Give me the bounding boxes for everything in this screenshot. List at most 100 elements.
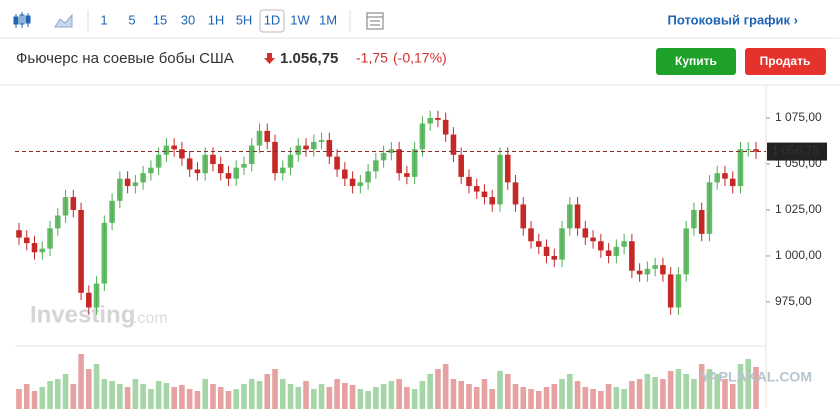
volume-bar [256,381,263,409]
volume-bar [722,379,728,409]
volume-bar [279,379,286,409]
candle-body [70,197,77,210]
candles-icon[interactable] [13,12,31,28]
volume-bar [264,374,271,409]
change: -1,75 [356,50,388,66]
candle-body [652,265,658,269]
candle-body [334,156,340,170]
candle-body [442,119,449,135]
volume-bar [543,387,550,409]
candle-body [241,163,247,168]
candle-body [722,173,728,179]
candle-body [629,241,635,271]
candle-body [427,117,433,124]
volume-bar [357,389,364,409]
area-icon[interactable] [54,13,73,28]
volume-bar [729,384,736,409]
candle-body [621,241,627,247]
y-tick-label: 1 075,00 [775,110,822,124]
candle-body [559,228,565,260]
change-pct: (-0,17%) [393,50,447,66]
volume-bar [528,389,534,409]
logo-suffix: .com [133,310,168,327]
volume-bar [590,389,596,409]
candle-body [279,167,286,174]
volume-bar [140,384,146,409]
interval-button[interactable]: 1D [264,12,281,27]
volume-bar [342,383,348,409]
candle-body [155,154,162,168]
interval-button[interactable]: 1M [319,12,337,27]
candle-body [93,283,100,308]
volume-bar [287,384,294,409]
candle-body [737,149,744,187]
volume-bar [194,391,201,409]
interval-button[interactable]: 15 [153,12,167,27]
candle-body [698,209,705,234]
volume-bar [419,381,426,409]
calendar-icon[interactable] [366,12,384,30]
volume-bar [466,384,472,409]
site-watermark: YAPLAKAL.COM [701,369,813,385]
volume-bar [233,389,240,409]
header: Фьючерс на соевые бобы США 1.056,75 -1,7… [0,48,839,86]
volume-bar [613,387,620,409]
interval-button[interactable]: 1 [100,12,107,27]
volume-bar [248,379,255,409]
sell-button[interactable] [745,48,826,75]
volume-bar [54,379,61,409]
interval-button[interactable]: 1W [290,12,310,27]
candle-body [613,246,620,256]
candle-body [497,154,503,205]
volume-bar [93,364,100,409]
volume-bar [535,391,542,409]
volume-bar [644,374,651,409]
volume-bar [473,387,480,409]
candle-body [171,145,177,150]
volume-bar [23,384,30,409]
volume-bar [272,369,278,409]
volume-bar [458,381,464,409]
interval-button[interactable]: 30 [181,12,195,27]
volume-bar [481,379,488,409]
candle-body [365,171,371,183]
interval-button[interactable]: 5 [128,12,135,27]
candle-body [528,228,534,242]
interval-button[interactable]: 1H [208,12,225,27]
candle-body [745,149,752,151]
candle-body [396,149,402,174]
volume-bar [753,367,759,409]
candle-body [194,169,201,174]
volume-bar [691,379,697,409]
candle-body [202,154,208,174]
volume-bar [179,385,185,409]
candle-body [706,182,713,234]
volume-bar [582,387,589,409]
candle-body [675,274,682,308]
volume-bar [62,374,69,409]
interval-button[interactable]: 5H [236,12,253,27]
candle-body [605,250,612,256]
volume-bar [380,384,387,409]
buy-label[interactable]: Купить [675,54,717,68]
buy-button[interactable] [656,48,736,75]
volume-bar [186,389,193,409]
candle-body [660,265,666,275]
volume-bar [295,387,302,409]
last-price-box [767,142,827,161]
volume-bar [163,383,170,409]
candle-body [388,149,395,153]
volume-bar [217,387,224,409]
streaming-link[interactable]: Потоковый график › [668,12,798,27]
candle-body [54,215,61,229]
volume-bar [450,379,457,409]
volume-bar [202,379,208,409]
volume-bar [435,369,441,409]
candle-body [473,186,480,192]
sell-label[interactable]: Продать [760,54,811,68]
candle-body [729,178,736,187]
volume-bar [605,384,612,409]
volume-bar [225,391,232,409]
candle-body [551,255,558,260]
candle-body [636,270,643,275]
